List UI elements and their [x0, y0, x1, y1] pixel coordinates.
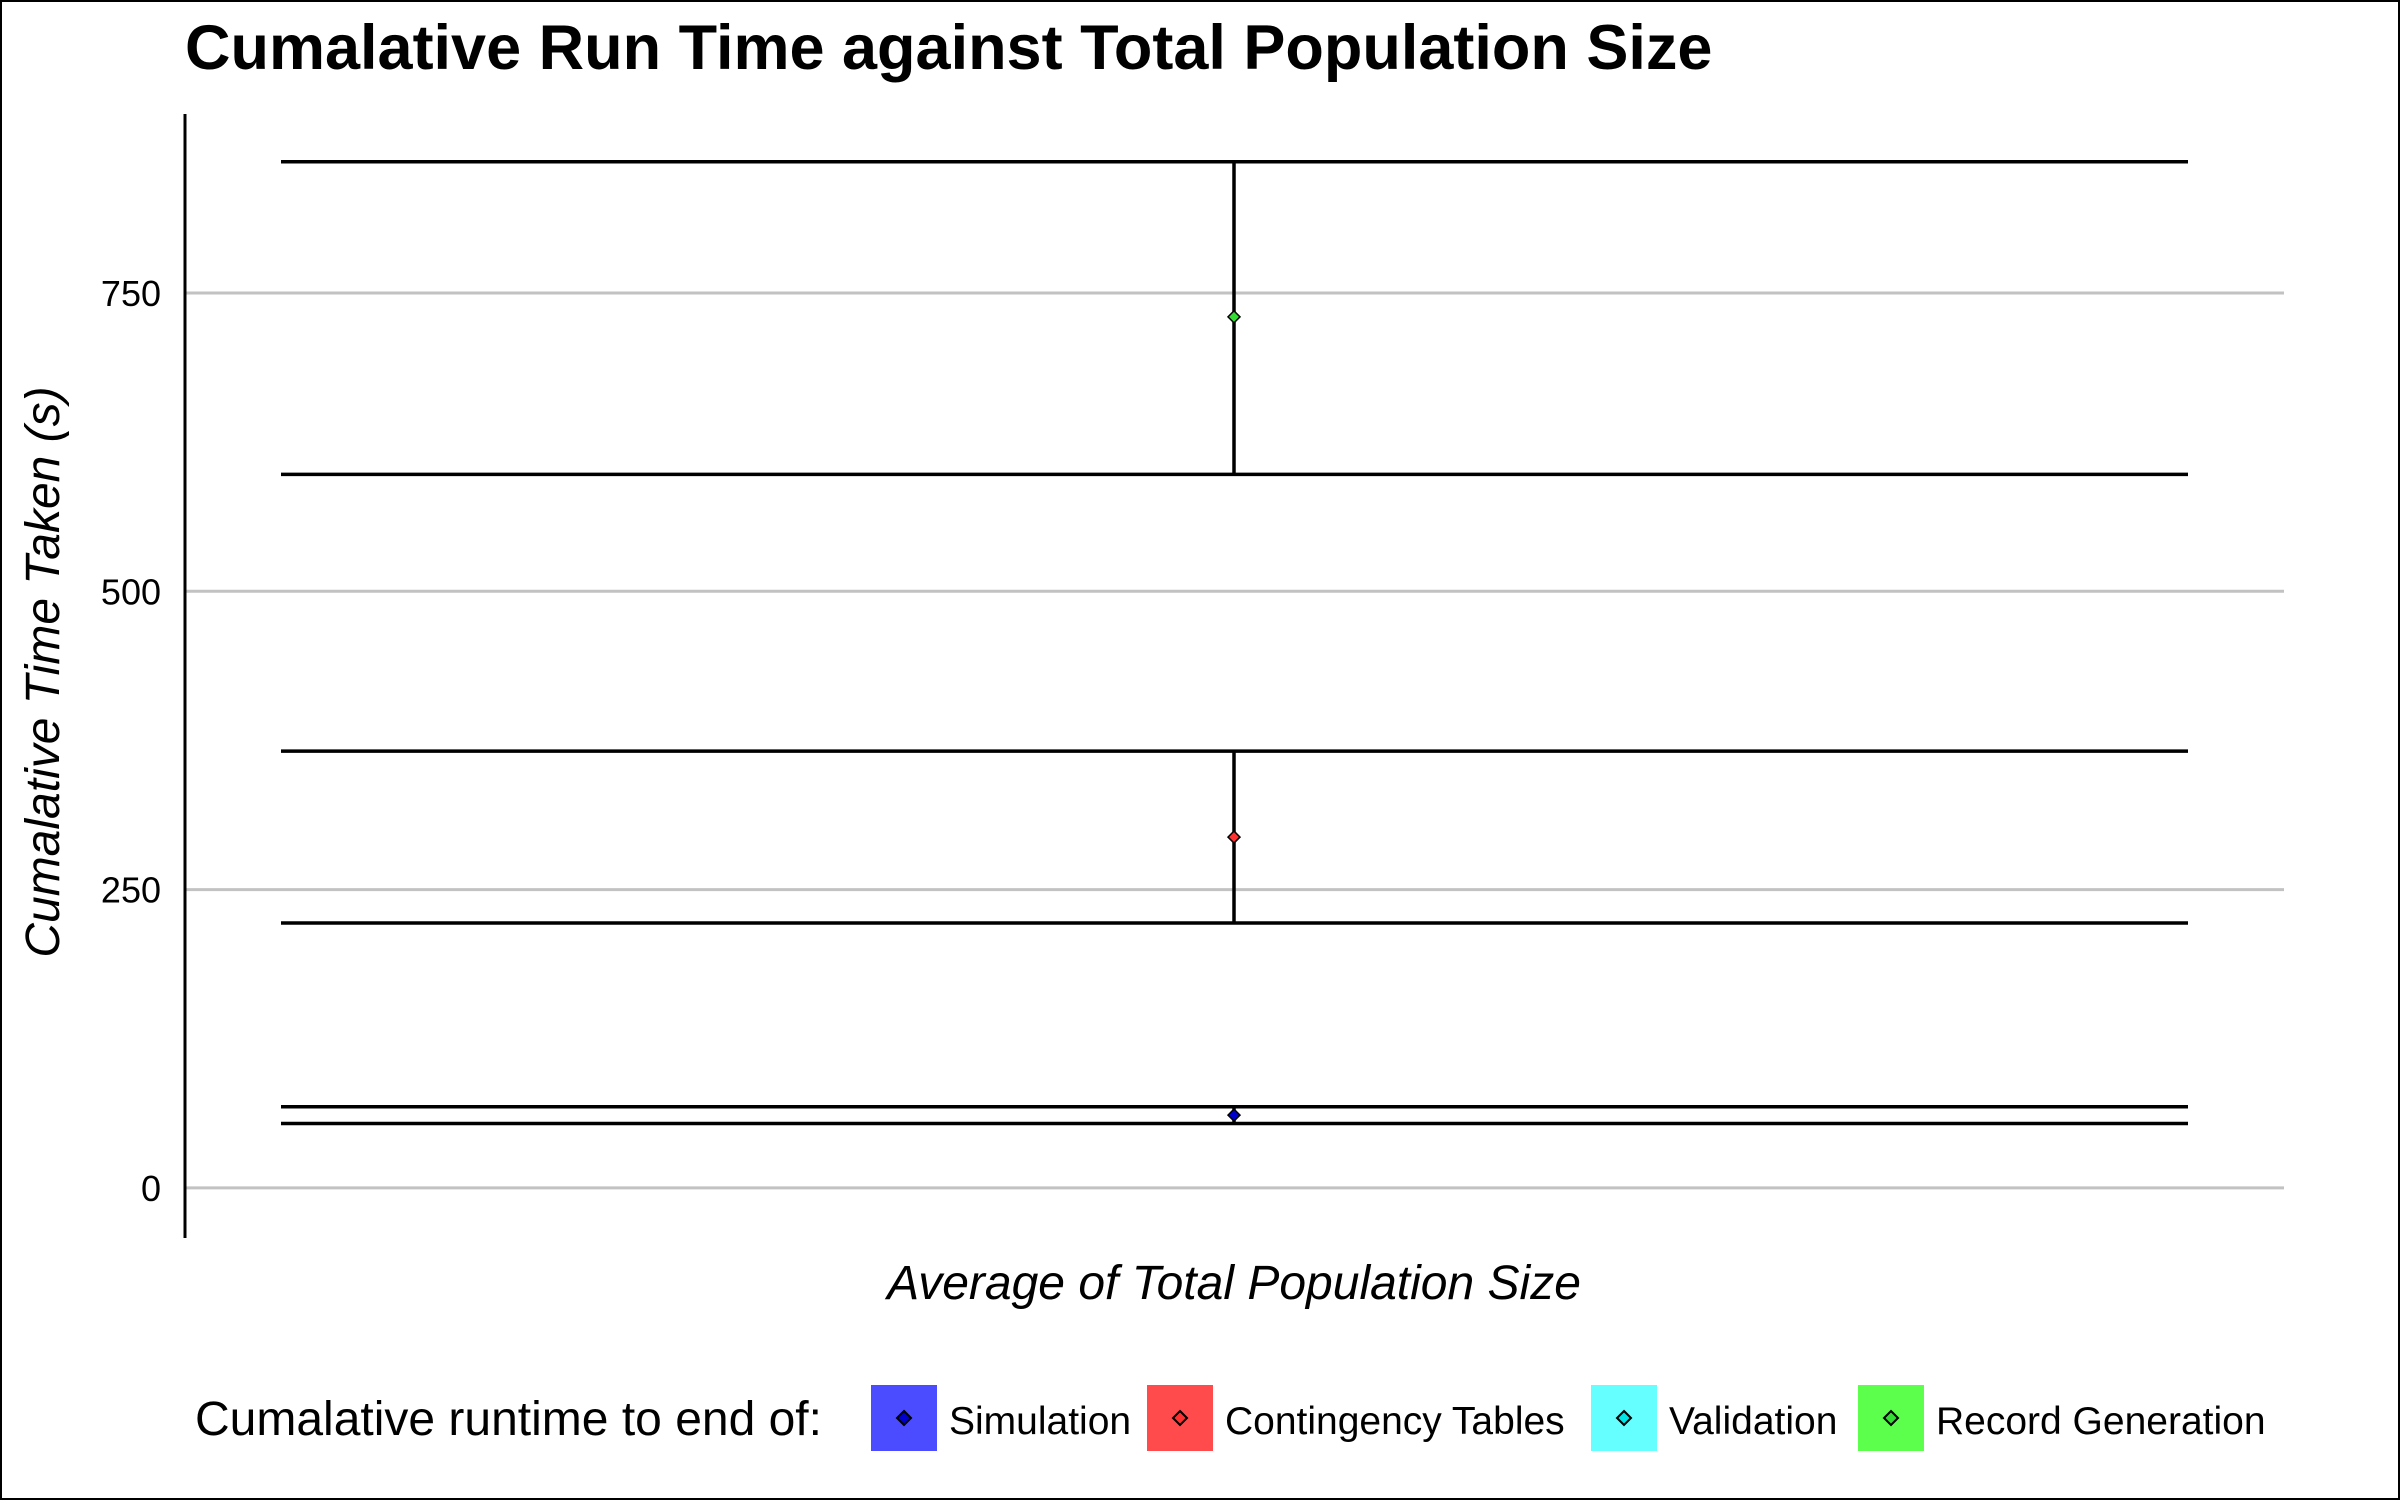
legend-label-1: Contingency Tables — [1225, 1400, 1565, 1443]
y-tick-label-250: 250 — [101, 870, 161, 911]
legend-label-0: Simulation — [949, 1400, 1131, 1443]
error-bars — [281, 159, 2188, 1126]
legend-marker-1 — [1171, 1409, 1189, 1427]
data-points — [1226, 309, 1242, 1123]
data-point-1 — [1226, 830, 1242, 845]
y-tick-label-0: 0 — [141, 1168, 161, 1209]
legend-title: Cumalative runtime to end of: — [195, 1393, 822, 1446]
y-tick-label-500: 500 — [101, 571, 161, 612]
data-point-0 — [1226, 1108, 1242, 1123]
legend-label-2: Validation — [1669, 1400, 1837, 1443]
chart-title: Cumalative Run Time against Total Popula… — [185, 13, 1712, 83]
legend-marker-2 — [1615, 1409, 1633, 1427]
legend-label-3: Record Generation — [1936, 1400, 2266, 1443]
x-axis-title: Average of Total Population Size — [884, 1257, 1581, 1310]
y-axis-title: Cumalative Time Taken (s) — [17, 386, 70, 957]
data-point-3 — [1226, 309, 1242, 324]
y-tick-label-750: 750 — [101, 273, 161, 314]
legend: Cumalative runtime to end of: Simulation… — [195, 1385, 2266, 1451]
legend-marker-3 — [1882, 1409, 1900, 1427]
legend-marker-0 — [895, 1409, 913, 1427]
y-axis: 0 250 500 750 — [101, 114, 187, 1238]
